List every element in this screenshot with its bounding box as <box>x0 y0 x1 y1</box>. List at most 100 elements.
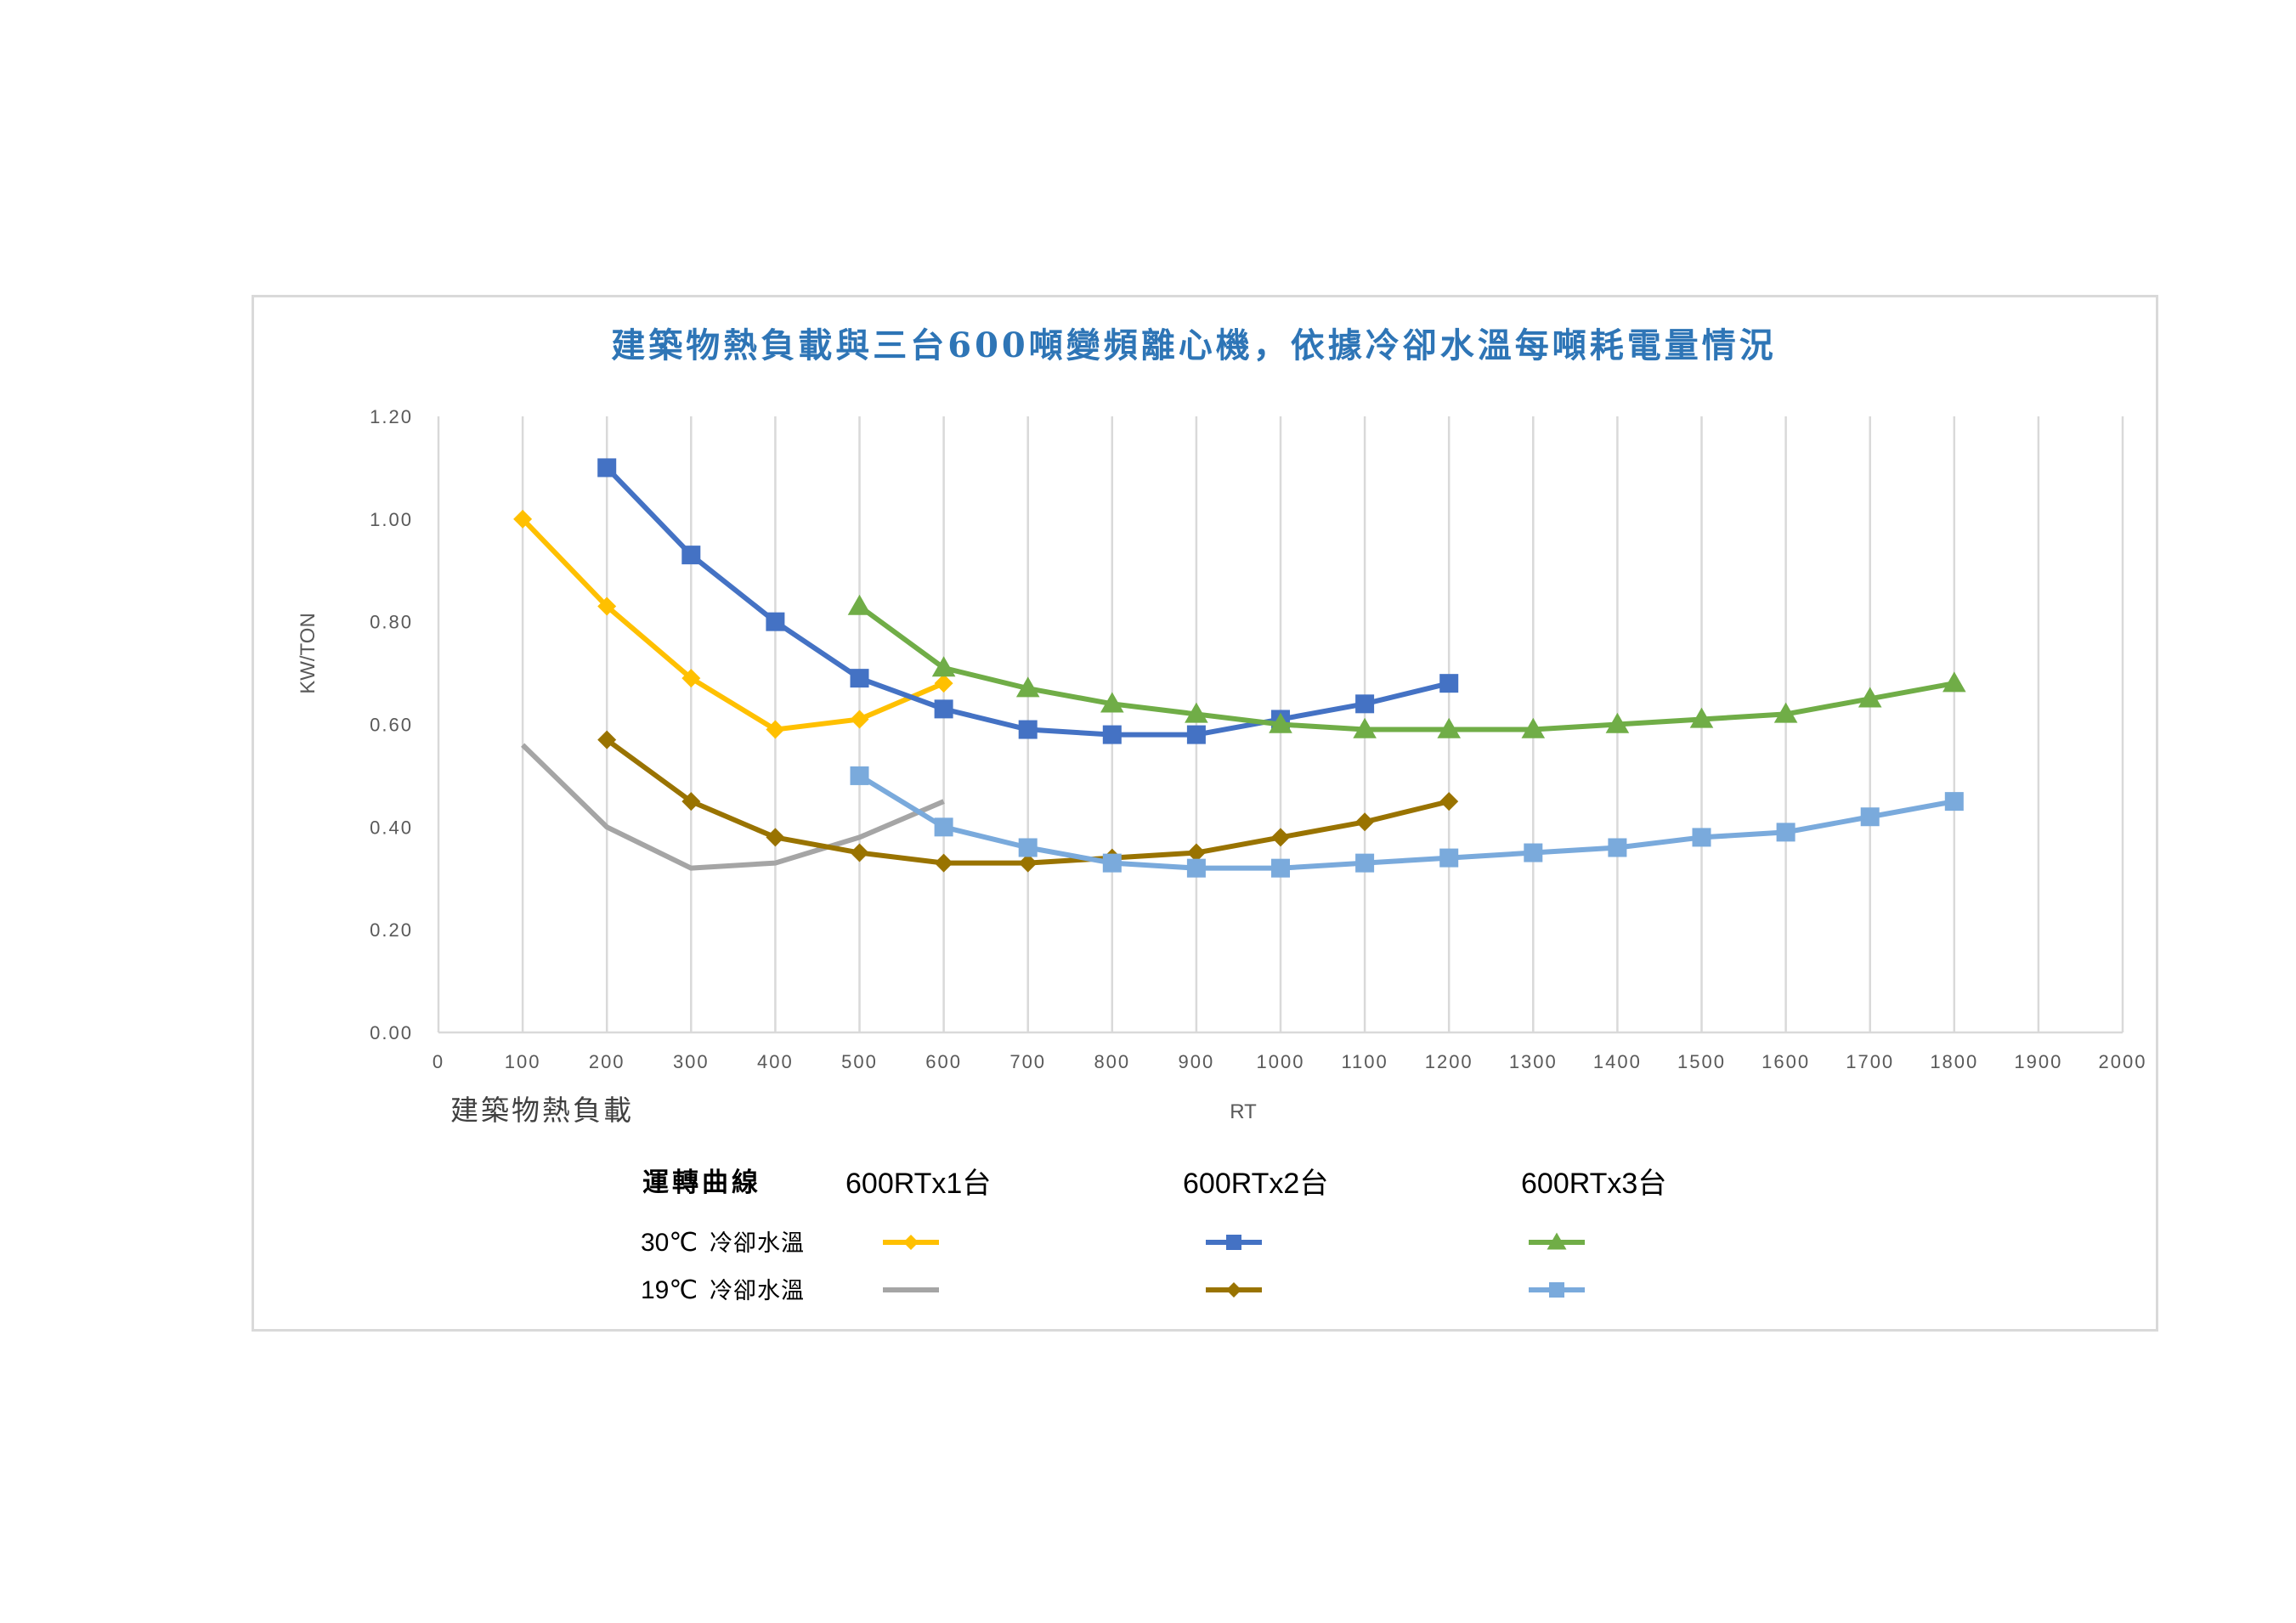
y-tick-labels: 0.00 0.20 0.40 0.60 0.80 1.00 1.20 <box>370 406 413 1043</box>
data-point <box>766 612 785 631</box>
legend-swatch-s19_2 <box>1206 1282 1262 1298</box>
data-point <box>1271 858 1290 878</box>
x-tick-label: 1600 <box>1762 1051 1810 1072</box>
x-tick-label: 500 <box>841 1051 878 1072</box>
series-s30_2 <box>597 458 1459 744</box>
data-point <box>1186 858 1206 878</box>
data-point <box>1102 725 1122 744</box>
data-point <box>1439 792 1459 812</box>
data-point <box>1015 676 1040 698</box>
data-point <box>513 509 533 529</box>
x-tick-label: 900 <box>1179 1051 1215 1072</box>
data-point <box>1547 1232 1567 1250</box>
data-point <box>681 546 701 565</box>
data-point <box>1858 687 1882 708</box>
data-point <box>1776 823 1796 842</box>
data-point <box>1549 1282 1564 1298</box>
data-point <box>1018 720 1038 739</box>
x-tick-label: 1200 <box>1425 1051 1473 1072</box>
legend-header: 運轉曲線 <box>642 1168 761 1198</box>
x-tick-label: 0 <box>433 1051 444 1072</box>
series-line <box>520 517 945 732</box>
data-point <box>597 458 617 478</box>
x-tick-label: 1000 <box>1257 1051 1305 1072</box>
legend-row-1-temp: 30℃ <box>641 1229 698 1257</box>
x-tick-label: 1300 <box>1509 1051 1558 1072</box>
series-s30_3 <box>847 594 1966 738</box>
x-tick-label: 600 <box>925 1051 962 1072</box>
data-point <box>766 828 785 847</box>
series-s30_1 <box>513 509 953 739</box>
grid-lines <box>437 416 2124 1034</box>
legend-row-2-temp: 19℃ <box>641 1276 698 1304</box>
x-tick-label: 1400 <box>1593 1051 1642 1072</box>
y-tick-label: 0.20 <box>370 919 413 941</box>
legend-row-1-text: 冷卻水溫 <box>710 1230 805 1257</box>
data-point <box>1185 702 1208 723</box>
data-point <box>1943 671 1966 693</box>
data-point <box>1186 725 1206 744</box>
x-tick-label: 100 <box>505 1051 541 1072</box>
data-point <box>1605 712 1630 733</box>
data-point <box>850 766 869 785</box>
series-s19_1 <box>521 743 945 871</box>
legend-swatch-s30_3 <box>1529 1232 1585 1250</box>
x-tick-label: 300 <box>673 1051 710 1072</box>
x-tick-label: 1500 <box>1677 1051 1726 1072</box>
data-point <box>1437 717 1461 738</box>
data-point <box>1521 717 1546 738</box>
y-tick-label: 1.00 <box>370 509 413 530</box>
y-tick-label: 0.80 <box>370 612 413 633</box>
series-s19_2 <box>597 730 1459 873</box>
series-group <box>513 458 1966 878</box>
x-tick-label: 1800 <box>1930 1051 1978 1072</box>
data-point <box>766 720 785 739</box>
legend-swatch-s30_2 <box>1206 1235 1262 1250</box>
x-tick-label: 700 <box>1009 1051 1046 1072</box>
y-tick-label: 0.60 <box>370 715 413 736</box>
y-axis-label: KW/TON <box>297 613 320 694</box>
series-line <box>857 773 1955 871</box>
legend-column-1: 600RTx1台 <box>845 1168 991 1200</box>
x-tick-label: 400 <box>757 1051 794 1072</box>
data-point <box>850 669 869 688</box>
data-point <box>934 817 953 837</box>
legend: 運轉曲線 600RTx1台 600RTx2台 600RTx3台 30℃ 冷卻水溫… <box>641 1168 1666 1304</box>
legend-swatch-s30_1 <box>883 1235 939 1250</box>
data-point <box>1018 853 1038 873</box>
legend-column-2: 600RTx2台 <box>1183 1168 1328 1200</box>
data-point <box>1860 807 1880 827</box>
legend-swatches <box>883 1232 1585 1298</box>
data-point <box>681 669 701 688</box>
legend-row-1-label: 30℃ 冷卻水溫 <box>641 1229 805 1257</box>
data-point <box>1355 812 1375 832</box>
data-point <box>1944 792 1964 812</box>
data-point <box>1100 692 1124 713</box>
series-line <box>857 604 1955 732</box>
data-point <box>931 656 956 677</box>
data-point <box>850 710 869 729</box>
data-point <box>1439 848 1459 868</box>
data-point <box>1353 717 1377 738</box>
y-tick-label: 0.40 <box>370 817 413 838</box>
legend-column-3: 600RTx3台 <box>1521 1168 1666 1200</box>
data-point <box>903 1235 919 1250</box>
x-tick-label: 2000 <box>2099 1051 2147 1072</box>
x-axis-left-label: 建築物熱負載 <box>450 1094 634 1127</box>
data-point <box>1355 853 1375 873</box>
series-s19_3 <box>850 766 1964 878</box>
data-point <box>847 594 872 615</box>
data-point <box>1692 828 1711 847</box>
chart-title: 建築物熱負載與三台600噸變頻離心機，依據冷卻水溫每噸耗電量情況 <box>611 325 1777 365</box>
legend-swatch-s19_3 <box>1529 1282 1585 1298</box>
x-axis-label: RT <box>1230 1100 1257 1123</box>
x-tick-label: 1900 <box>2014 1051 2062 1072</box>
data-point <box>681 792 701 812</box>
x-tick-labels: 0 100 200 300 400 500 600 700 800 900 1000 1100 1200… <box>433 1051 2147 1072</box>
y-tick-label: 1.20 <box>370 406 413 427</box>
data-point <box>1524 843 1543 862</box>
data-point <box>1439 674 1459 693</box>
data-point <box>1102 853 1122 873</box>
data-point <box>1226 1282 1241 1298</box>
